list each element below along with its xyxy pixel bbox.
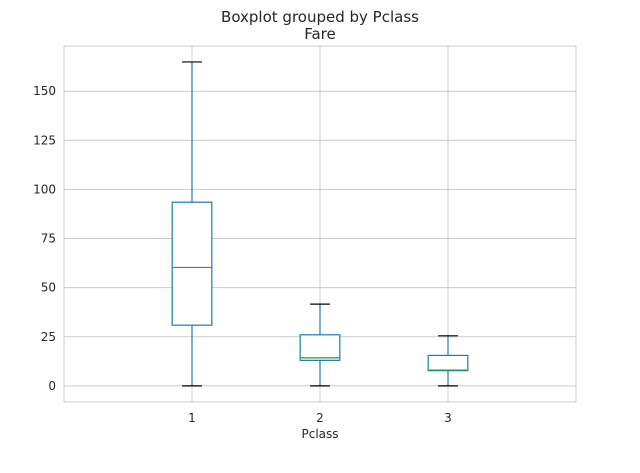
y-axis-ticks: 0 25 50 75 100 125 150 (33, 84, 56, 393)
y-tick-label: 125 (33, 133, 56, 147)
plot-area: 0 25 50 75 100 125 150 1 2 3 (33, 45, 577, 425)
y-tick-label: 75 (41, 232, 56, 246)
x-tick-label: 3 (444, 411, 452, 425)
box-1 (171, 61, 213, 387)
chart-suptitle: Boxplot grouped by Pclass (221, 8, 419, 26)
boxes (171, 61, 469, 387)
y-tick-label: 50 (41, 281, 56, 295)
box-iqr (299, 334, 341, 361)
y-tick-label: 25 (41, 330, 56, 344)
x-axis-ticks: 1 2 3 (188, 411, 452, 425)
box-2 (299, 303, 341, 387)
y-tick-label: 100 (33, 182, 56, 196)
x-tick-label: 1 (188, 411, 196, 425)
box-iqr (427, 354, 469, 372)
x-tick-label: 2 (316, 411, 324, 425)
chart-title: Fare (304, 25, 336, 43)
axes-frame (63, 45, 577, 403)
x-axis-label: Pclass (301, 427, 338, 441)
box-3 (427, 335, 469, 387)
y-tick-label: 150 (33, 84, 56, 98)
y-tick-label: 0 (48, 379, 56, 393)
box-iqr (171, 201, 213, 326)
